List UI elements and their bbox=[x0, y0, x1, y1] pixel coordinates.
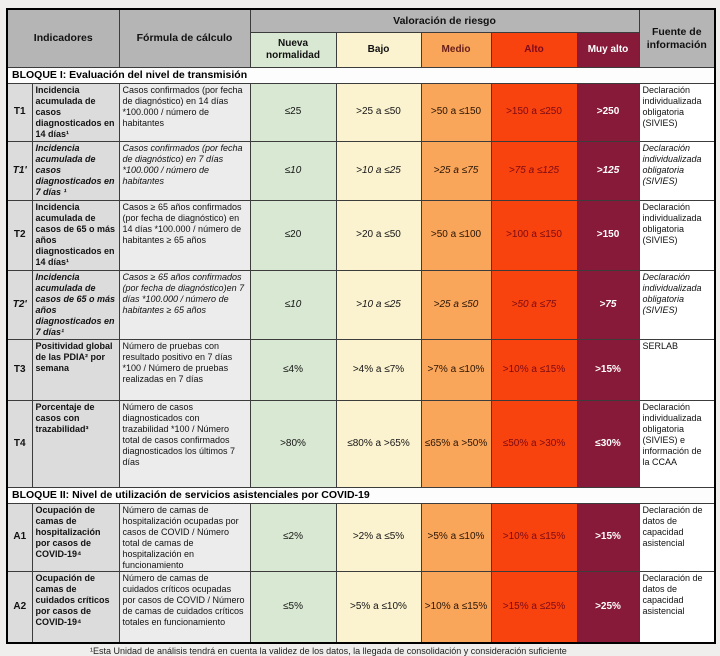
value-cell-bajo: >4% a ≤7% bbox=[335, 338, 422, 401]
table-row-t2: T2 Incidencia acumulada de casos de 65 o… bbox=[6, 199, 716, 271]
table-row-t1: T1 Incidencia acumulada de casos diagnos… bbox=[6, 83, 716, 142]
value-cell-bajo: >5% a ≤10% bbox=[335, 571, 422, 644]
level-header-medio: Medio bbox=[420, 32, 492, 68]
value-cell-nueva-normalidad: ≤4% bbox=[249, 338, 337, 401]
value-cell-nueva-normalidad: >80% bbox=[249, 399, 337, 488]
value-cell-alto: >10% a ≤15% bbox=[490, 338, 578, 401]
value-cell-medio: >25 a ≤50 bbox=[420, 269, 492, 340]
value-cell-nueva-normalidad: ≤10 bbox=[249, 140, 337, 201]
formula-cell: Casos ≥ 65 años confirmados (por fecha d… bbox=[118, 199, 251, 271]
table-row-a1: A1 Ocupación de camas de hospitalización… bbox=[6, 502, 716, 573]
value-cell-bajo: >2% a ≤5% bbox=[335, 502, 422, 573]
value-cell-bajo: ≤80% a >65% bbox=[335, 399, 422, 488]
formula-cell: Número de pruebas con resultado positivo… bbox=[118, 338, 251, 401]
value-cell-medio: >50 a ≤100 bbox=[420, 199, 492, 271]
formula-cell: Casos confirmados (por fecha de diagnóst… bbox=[118, 140, 251, 201]
value-cell-bajo: >25 a ≤50 bbox=[335, 83, 422, 142]
formula-cell: Casos ≥ 65 años confirmados (por fecha d… bbox=[118, 269, 251, 340]
block2-title-row: BLOQUE II: Nivel de utilización de servi… bbox=[6, 486, 716, 504]
value-cell-muy-alto: ≤30% bbox=[576, 399, 640, 488]
indicator-id-cell: T1' bbox=[6, 140, 33, 201]
indicator-name-cell: Incidencia acumulada de casos diagnostic… bbox=[31, 83, 120, 142]
value-cell-alto: >75 a ≤125 bbox=[490, 140, 578, 201]
table-row-t1-prima: T1' Incidencia acumulada de casos diagno… bbox=[6, 140, 716, 201]
header-row-top: Indicadores Fórmula de cálculo Valoració… bbox=[6, 8, 716, 68]
value-cell-nueva-normalidad: ≤10 bbox=[249, 269, 337, 340]
source-cell: Declaración de datos de capacidad asiste… bbox=[638, 502, 716, 573]
table-row-t4: T4 Porcentaje de casos con trazabilidad³… bbox=[6, 399, 716, 488]
value-cell-medio: >50 a ≤150 bbox=[420, 83, 492, 142]
value-cell-nueva-normalidad: ≤2% bbox=[249, 502, 337, 573]
table-row-t3: T3 Positividad global de las PDIA² por s… bbox=[6, 338, 716, 401]
level-header-muy-alto: Muy alto bbox=[576, 32, 640, 68]
value-cell-muy-alto: >25% bbox=[576, 571, 640, 644]
value-cell-alto: >10% a ≤15% bbox=[490, 502, 578, 573]
value-cell-medio: >25 a ≤75 bbox=[420, 140, 492, 201]
value-cell-alto: ≤50% a >30% bbox=[490, 399, 578, 488]
indicator-id-cell: A1 bbox=[6, 502, 33, 573]
indicator-name-cell: Incidencia acumulada de casos diagnostic… bbox=[31, 140, 120, 201]
value-cell-bajo: >20 a ≤50 bbox=[335, 199, 422, 271]
indicator-name-cell: Ocupación de camas de hospitalización po… bbox=[31, 502, 120, 573]
level-header-nueva-normalidad: Nueva normalidad bbox=[249, 32, 337, 68]
table-row-t2-prima: T2' Incidencia acumulada de casos de 65 … bbox=[6, 269, 716, 340]
value-cell-muy-alto: >15% bbox=[576, 338, 640, 401]
table-row-a2: A2 Ocupación de camas de cuidados crític… bbox=[6, 571, 716, 644]
header-row-levels: Nueva normalidad Bajo Medio Alto Muy alt… bbox=[7, 32, 715, 68]
value-cell-medio: >10% a ≤15% bbox=[420, 571, 492, 644]
indicator-id-cell: T3 bbox=[6, 338, 33, 401]
formula-cell: Número de camas de hospitalización ocupa… bbox=[118, 502, 251, 573]
indicator-id-cell: T2' bbox=[6, 269, 33, 340]
value-cell-medio: >5% a ≤10% bbox=[420, 502, 492, 573]
header-formula: Fórmula de cálculo bbox=[118, 8, 251, 68]
level-header-bajo: Bajo bbox=[335, 32, 422, 68]
value-cell-muy-alto: >150 bbox=[576, 199, 640, 271]
value-cell-nueva-normalidad: ≤25 bbox=[249, 83, 337, 142]
value-cell-medio: ≤65% a >50% bbox=[420, 399, 492, 488]
formula-cell: Casos confirmados (por fecha de diagnóst… bbox=[118, 83, 251, 142]
value-cell-muy-alto: >250 bbox=[576, 83, 640, 142]
value-cell-alto: >50 a ≤75 bbox=[490, 269, 578, 340]
value-cell-bajo: >10 a ≤25 bbox=[335, 140, 422, 201]
block1-title: BLOQUE I: Evaluación del nivel de transm… bbox=[6, 67, 716, 84]
block1-title-row: BLOQUE I: Evaluación del nivel de transm… bbox=[6, 67, 716, 84]
value-cell-bajo: >10 a ≤25 bbox=[335, 269, 422, 340]
header-fuente-informacion: Fuente de información bbox=[638, 8, 716, 68]
source-cell: Declaración de datos de capacidad asiste… bbox=[638, 571, 716, 644]
indicator-id-cell: T2 bbox=[6, 199, 33, 271]
source-cell: Declaración individualizada obligatoria … bbox=[638, 199, 716, 271]
indicator-id-cell: T1 bbox=[6, 83, 33, 142]
indicator-name-cell: Porcentaje de casos con trazabilidad³ bbox=[31, 399, 120, 488]
level-header-alto: Alto bbox=[490, 32, 578, 68]
footnote: ¹Esta Unidad de análisis tendrá en cuent… bbox=[90, 646, 567, 656]
formula-cell: Número de casos diagnosticados con traza… bbox=[118, 399, 251, 488]
value-cell-medio: >7% a ≤10% bbox=[420, 338, 492, 401]
value-cell-alto: >100 a ≤150 bbox=[490, 199, 578, 271]
value-cell-nueva-normalidad: ≤5% bbox=[249, 571, 337, 644]
indicator-name-cell: Incidencia acumulada de casos de 65 o má… bbox=[31, 199, 120, 271]
value-cell-alto: >150 a ≤250 bbox=[490, 83, 578, 142]
value-cell-muy-alto: >75 bbox=[576, 269, 640, 340]
indicator-name-cell: Incidencia acumulada de casos de 65 o má… bbox=[31, 269, 120, 340]
source-cell: Declaración individualizada obligatoria … bbox=[638, 140, 716, 201]
value-cell-muy-alto: >125 bbox=[576, 140, 640, 201]
header-valoracion-riesgo: Valoración de riesgo bbox=[249, 8, 640, 33]
source-cell: Declaración individualizada obligatoria … bbox=[638, 83, 716, 142]
source-cell: SERLAB bbox=[638, 338, 716, 401]
source-cell: Declaración individualizada obligatoria … bbox=[638, 269, 716, 340]
block2-title: BLOQUE II: Nivel de utilización de servi… bbox=[6, 486, 716, 504]
indicator-id-cell: A2 bbox=[6, 571, 33, 644]
formula-cell: Número de camas de cuidados críticos ocu… bbox=[118, 571, 251, 644]
source-cell: Declaración individualizada obligatoria … bbox=[638, 399, 716, 488]
risk-assessment-table: Indicadores Fórmula de cálculo Valoració… bbox=[6, 8, 717, 645]
value-cell-nueva-normalidad: ≤20 bbox=[249, 199, 337, 271]
indicator-id-cell: T4 bbox=[6, 399, 33, 488]
value-cell-alto: >15% a ≤25% bbox=[490, 571, 578, 644]
value-cell-muy-alto: >15% bbox=[576, 502, 640, 573]
header-indicadores: Indicadores bbox=[6, 8, 120, 68]
indicator-name-cell: Ocupación de camas de cuidados críticos … bbox=[31, 571, 120, 644]
indicator-name-cell: Positividad global de las PDIA² por sema… bbox=[31, 338, 120, 401]
